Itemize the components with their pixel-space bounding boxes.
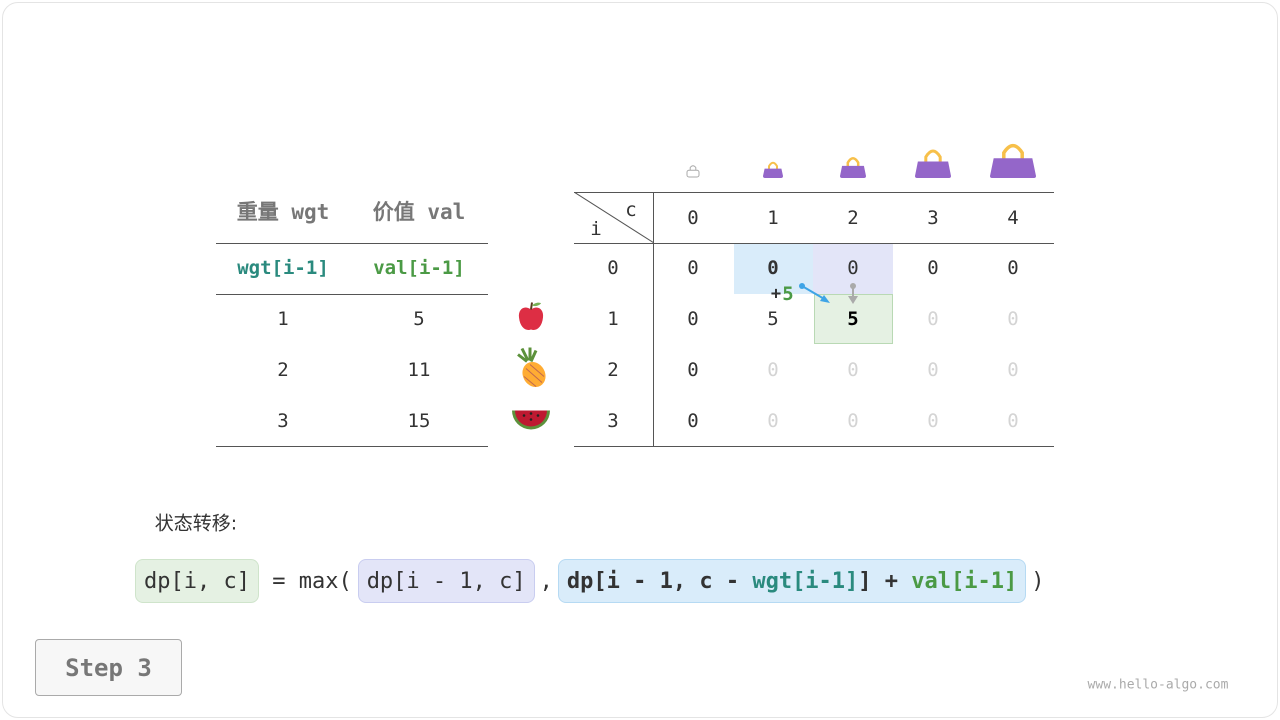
header-wgt: 重量 wgt <box>236 200 330 224</box>
formula-lhs: dp[i, c] <box>135 559 259 603</box>
dp-cell: 0 <box>847 410 859 432</box>
subheader-wgt: wgt[i-1] <box>237 257 329 279</box>
col-header: 1 <box>767 207 779 229</box>
col-header: 3 <box>927 207 939 229</box>
formula-term-a: dp[i - 1, c] <box>357 559 535 603</box>
bag-capacity-3-icon <box>915 148 951 178</box>
divider <box>216 294 488 295</box>
dp-cell: 0 <box>1007 359 1019 381</box>
transition-arrows <box>799 283 858 304</box>
item-wgt: 1 <box>277 308 289 330</box>
item-val: 5 <box>413 308 425 330</box>
divider <box>574 192 1054 193</box>
formula-b-val: val[i-1] <box>911 568 1018 594</box>
formula-label: 状态转移: <box>154 512 238 535</box>
bag-capacity-2-icon <box>840 156 866 178</box>
pineapple-icon <box>514 347 548 394</box>
row-header: 2 <box>607 359 619 381</box>
dp-cell: 0 <box>927 257 939 279</box>
corner-i: i <box>590 218 602 240</box>
dp-cell: 0 <box>687 257 699 279</box>
dp-cell: 0 <box>1007 308 1019 330</box>
divider <box>216 446 488 447</box>
corner-c: c <box>625 199 637 221</box>
dp-cell: 0 <box>927 359 939 381</box>
step-button[interactable]: Step 3 <box>35 639 182 696</box>
dp-cell: 0 <box>847 257 859 279</box>
dp-cell: 0 <box>767 359 779 381</box>
row-header: 3 <box>607 410 619 432</box>
dp-cell: 0 <box>687 410 699 432</box>
dp-cell: 0 <box>767 257 779 279</box>
bag-capacity-4-icon <box>990 142 1036 178</box>
formula-eq: = max( <box>258 568 352 594</box>
dp-cell: 0 <box>927 308 939 330</box>
formula-b2: ] + <box>858 568 912 594</box>
annotation-value: 5 <box>782 283 794 305</box>
corner-diagonal <box>574 192 654 244</box>
annotation-plus: + <box>770 284 782 304</box>
divider <box>216 243 488 244</box>
dp-cell: 0 <box>1007 257 1019 279</box>
row-header: 1 <box>607 308 619 330</box>
item-val: 11 <box>407 359 431 381</box>
header-val: 价值 val <box>372 200 466 224</box>
formula-b-wgt: wgt[i-1] <box>752 568 859 594</box>
watermark: www.hello-algo.com <box>1087 677 1229 693</box>
col-header: 4 <box>1007 207 1019 229</box>
bag-capacity-0-icon <box>686 164 700 178</box>
subheader-val: val[i-1] <box>373 257 465 279</box>
divider <box>653 192 654 446</box>
dp-cell: 0 <box>1007 410 1019 432</box>
row-header: 0 <box>607 257 619 279</box>
dp-cell: 0 <box>687 359 699 381</box>
dp-cell: 0 <box>927 410 939 432</box>
dp-cell: 5 <box>767 308 779 330</box>
apple-icon <box>516 301 546 338</box>
col-header: 0 <box>687 207 699 229</box>
item-wgt: 3 <box>277 410 289 432</box>
divider <box>574 243 1054 244</box>
item-val: 15 <box>407 410 431 432</box>
divider <box>574 446 1054 447</box>
formula-close: ) <box>1031 568 1045 594</box>
watermelon-icon <box>510 405 552 438</box>
dp-cell: 0 <box>847 359 859 381</box>
dp-cell: 0 <box>767 410 779 432</box>
dp-cell: 0 <box>687 308 699 330</box>
formula-term-b: dp[i - 1, c - wgt[i-1]] + val[i-1] <box>557 559 1027 603</box>
dp-cell: 5 <box>847 308 859 330</box>
formula-comma: , <box>539 568 553 594</box>
bag-capacity-1-icon <box>763 161 783 178</box>
col-header: 2 <box>847 207 859 229</box>
item-wgt: 2 <box>277 359 289 381</box>
formula-b1: dp[i - 1, c - <box>566 568 753 594</box>
